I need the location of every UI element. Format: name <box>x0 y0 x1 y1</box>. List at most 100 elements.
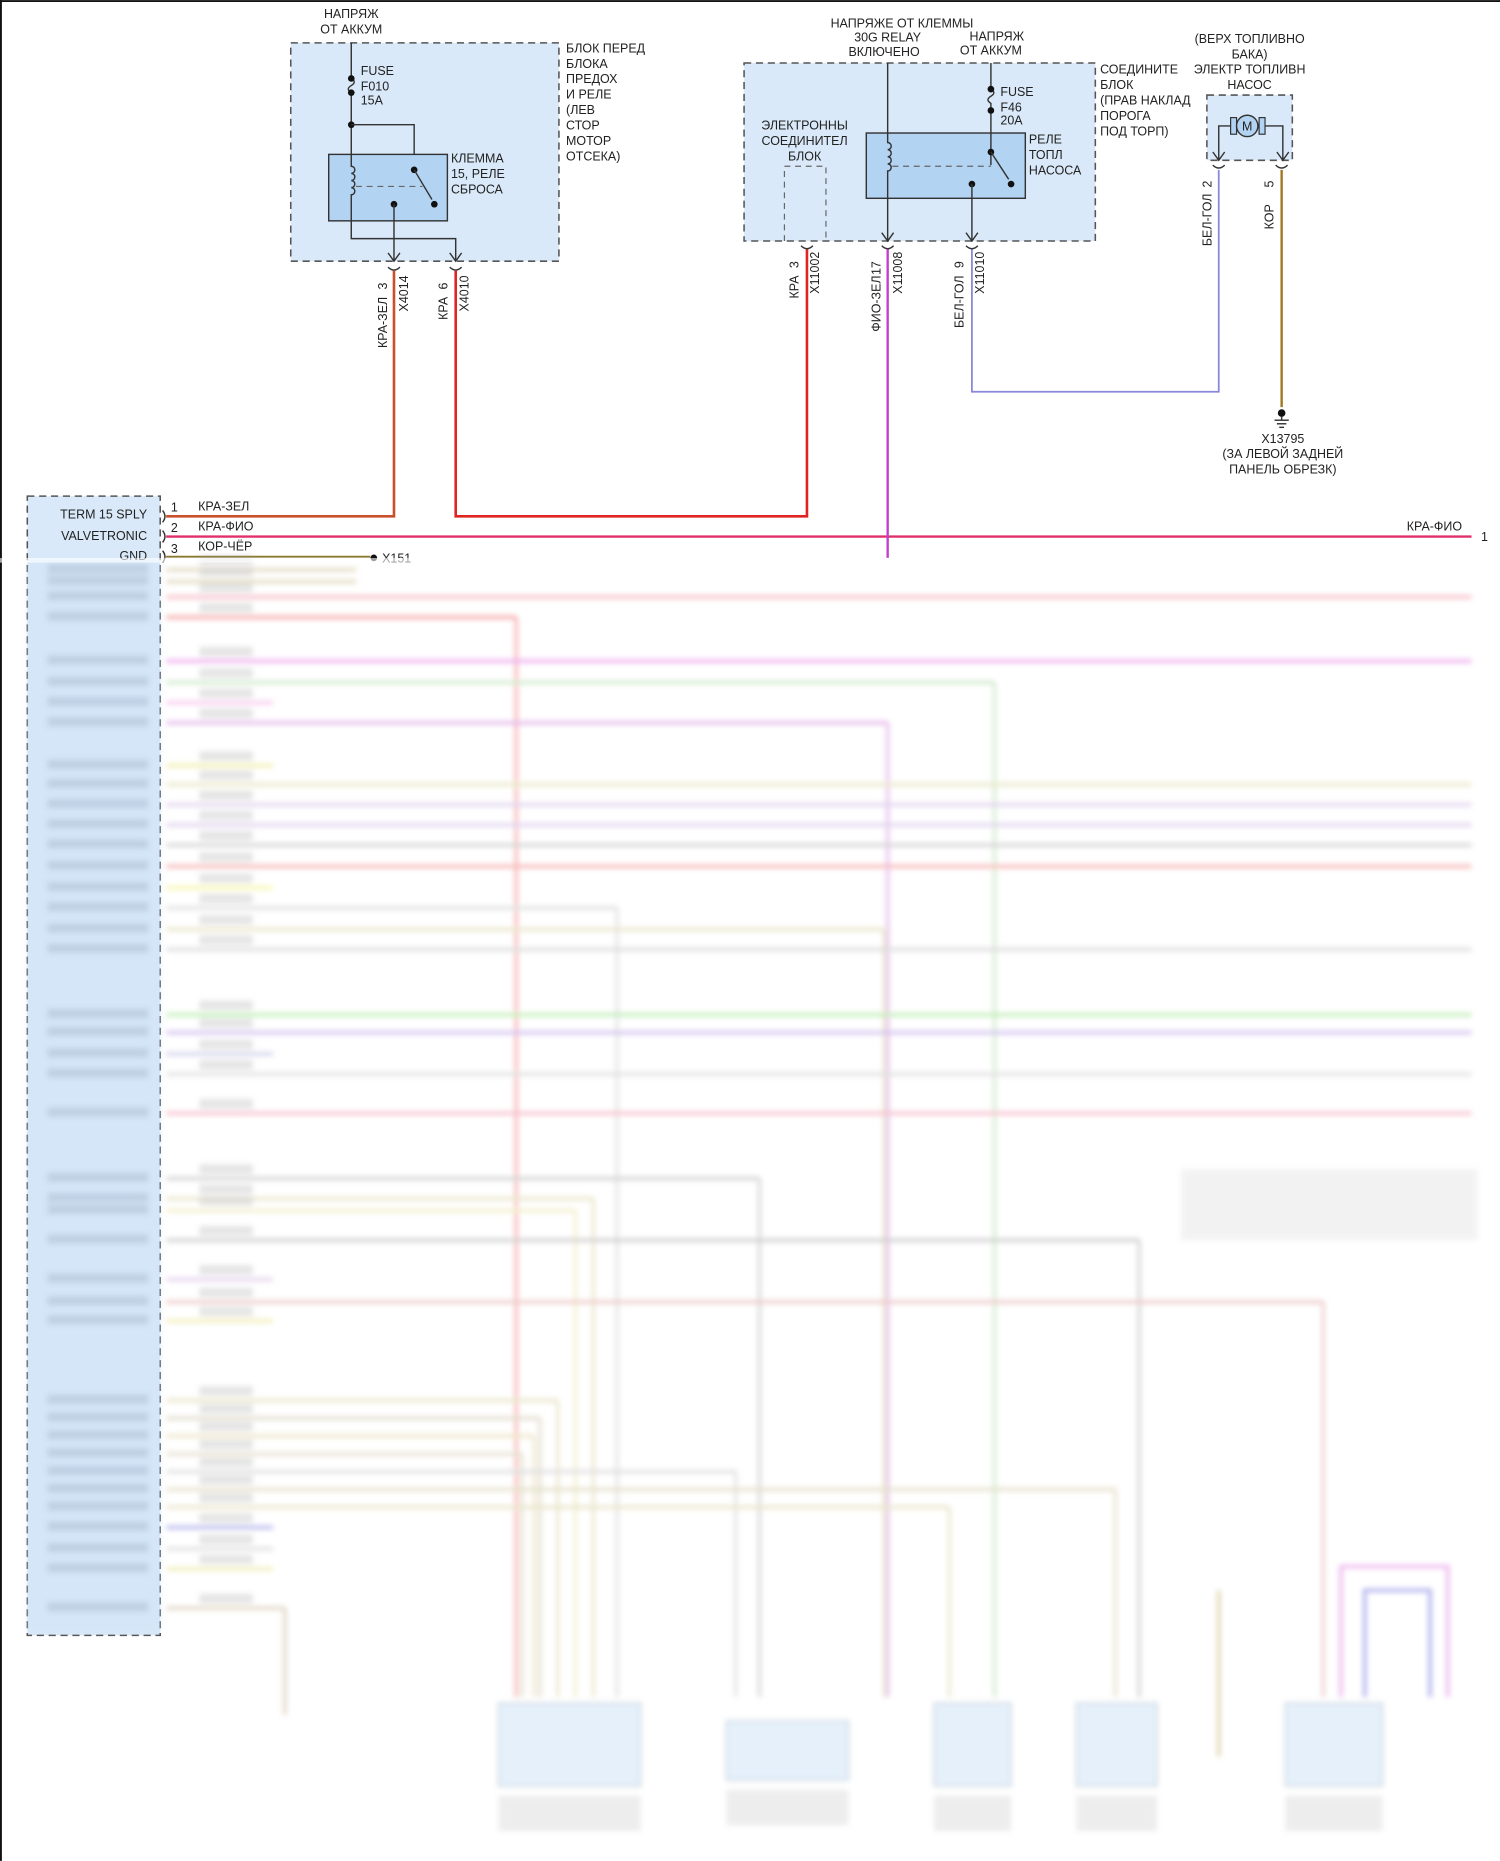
supply-label: НАПРЯЖ <box>324 7 379 21</box>
wire-color-label: КРА-ЗЕЛ <box>198 499 249 513</box>
pin-label-blurred <box>47 1521 149 1531</box>
wire-label-blurred <box>199 790 253 800</box>
relay-coil-icon <box>881 63 895 243</box>
wire-color-label: БЕЛ-ГОЛ <box>953 275 967 328</box>
pin-label-blurred <box>47 1602 149 1612</box>
right-junction-box: НАПРЯЖЕ ОТ КЛЕММЫ 30G RELAY ВКЛЮЧЕНО НАП… <box>743 16 1191 332</box>
svg-text:ПОД ТОРП): ПОД ТОРП) <box>1100 124 1168 138</box>
pin-label-blurred <box>47 1234 149 1244</box>
pin-label: VALVETRONIC <box>61 529 147 543</box>
supply-label-battery: НАПРЯЖ ОТ АККУМ <box>960 29 1025 57</box>
pin-label-blurred <box>47 778 149 789</box>
svg-text:ЭЛЕКТРОННЫ: ЭЛЕКТРОННЫ <box>761 118 848 132</box>
wire-label-blurred <box>199 751 253 761</box>
wire-color-label: КРА <box>436 296 450 320</box>
wire-label-blurred <box>199 1403 253 1414</box>
wire-label-blurred <box>199 1421 253 1432</box>
fuse-label: FUSE F46 20A <box>1000 85 1033 127</box>
pin-label-blurred <box>47 759 149 770</box>
pin-label-blurred <box>47 839 149 849</box>
component-box <box>497 1702 642 1787</box>
pin-label-blurred <box>47 1296 149 1306</box>
svg-text:СБРОСА: СБРОСА <box>451 183 504 197</box>
pin-number: 1 <box>171 501 178 515</box>
pin-label-blurred <box>47 1542 149 1553</box>
pin-number: 5 <box>1262 180 1276 187</box>
wire-red <box>454 249 809 518</box>
wire-label-blurred <box>199 602 253 613</box>
reset-relay <box>328 153 449 222</box>
pin-label: TERM 15 SPLY <box>60 508 148 522</box>
svg-text:НАПРЯЖЕ ОТ КЛЕММЫ: НАПРЯЖЕ ОТ КЛЕММЫ <box>831 16 974 30</box>
pin-label-blurred <box>47 1107 149 1117</box>
wire <box>1362 1588 1432 1698</box>
wire-label-blurred <box>199 1039 253 1050</box>
component-label-blurred <box>1076 1795 1158 1832</box>
pin-label-blurred <box>47 591 149 601</box>
wire-label-blurred <box>199 1554 253 1565</box>
relay-coil-icon <box>350 154 356 221</box>
component-label-blurred <box>1285 1795 1383 1832</box>
svg-text:X13795: X13795 <box>1261 432 1304 446</box>
wire <box>1339 1564 1450 1698</box>
svg-text:F010: F010 <box>361 79 389 93</box>
svg-text:КЛЕММА: КЛЕММА <box>451 152 504 166</box>
wire-white-blue <box>971 169 1220 393</box>
pin-label-blurred <box>47 696 149 707</box>
connector-id: X4010 <box>458 275 472 311</box>
connector-icon <box>1212 164 1289 169</box>
svg-text:БЛОК ПЕРЕД: БЛОК ПЕРЕД <box>566 41 646 55</box>
wire-label-blurred <box>199 1225 253 1236</box>
wire-color-label: БЕЛ-ГОЛ <box>1201 194 1215 247</box>
pin-label-blurred <box>47 1412 149 1422</box>
svg-text:СОЕДИНИТЕЛ: СОЕДИНИТЕЛ <box>762 134 848 148</box>
pin-label-blurred <box>47 923 149 933</box>
component-box <box>1284 1702 1384 1787</box>
fuse-block-outline <box>289 42 560 262</box>
svg-text:БАКА): БАКА) <box>1232 47 1268 61</box>
pin-label-blurred <box>47 1483 149 1493</box>
wire-label-blurred <box>199 830 253 841</box>
wire-label-blurred <box>199 1099 253 1109</box>
pin-label-blurred <box>47 943 149 954</box>
wire-label-blurred <box>199 582 253 593</box>
svg-text:БЛОК: БЛОК <box>788 149 822 163</box>
pin-label-blurred <box>47 611 149 621</box>
wire-label-blurred <box>199 1439 253 1450</box>
pin-label-blurred <box>47 655 149 665</box>
wire-label-blurred <box>199 567 253 577</box>
motor-icon: M <box>1230 114 1266 138</box>
electronic-block-label: ЭЛЕКТРОННЫ СОЕДИНИТЕЛ БЛОК <box>761 118 848 163</box>
svg-text:МОТОР: МОТОР <box>566 134 611 148</box>
relay-label: КЛЕММА 15, РЕЛЕ СБРОСА <box>451 152 505 197</box>
connector-icon <box>800 245 979 250</box>
wire-color-label: КОР-ЧЁР <box>198 540 252 554</box>
connector-id: X11008 <box>891 252 905 294</box>
svg-text:(ПРАВ НАКЛАД: (ПРАВ НАКЛАД <box>1100 94 1191 108</box>
ground-label: X13795 (ЗА ЛЕВОЙ ЗАДНЕЙ ПАНЕЛЬ ОБРЕЗК) <box>1222 432 1343 477</box>
svg-text:FUSE: FUSE <box>361 64 394 78</box>
svg-text:15, РЕЛЕ: 15, РЕЛЕ <box>451 167 505 181</box>
pin-label-blurred <box>47 1273 149 1283</box>
pin-label-blurred <box>47 1465 149 1476</box>
wire-label-blurred <box>199 668 253 678</box>
wire-label-blurred <box>199 1018 253 1028</box>
pin-label-blurred <box>47 1204 149 1215</box>
wires: КРА-ФИО 1 <box>166 169 1488 558</box>
pin-label-blurred <box>47 1501 149 1511</box>
svg-text:БЛОК: БЛОК <box>1100 78 1134 92</box>
wire-color-label: КРА-ЗЕЛ <box>376 297 390 348</box>
pin-number: 9 <box>953 261 967 268</box>
block-label: БЛОК ПЕРЕД БЛОКА ПРЕДОХ И РЕЛЕ (ЛЕВ СТОР… <box>566 41 646 163</box>
component-box <box>725 1720 850 1781</box>
component-box <box>933 1702 1012 1787</box>
component-label-blurred <box>726 1789 849 1826</box>
wire-red-green <box>166 270 396 518</box>
wire-label-blurred <box>199 1265 253 1275</box>
pin-label-blurred <box>47 1314 149 1325</box>
wire-color-label: КОР <box>1262 204 1276 229</box>
pin-label-blurred <box>47 860 149 870</box>
component-label-blurred <box>933 1795 1012 1832</box>
pin-label-blurred <box>47 1172 149 1183</box>
wire-label-blurred <box>199 1059 253 1070</box>
